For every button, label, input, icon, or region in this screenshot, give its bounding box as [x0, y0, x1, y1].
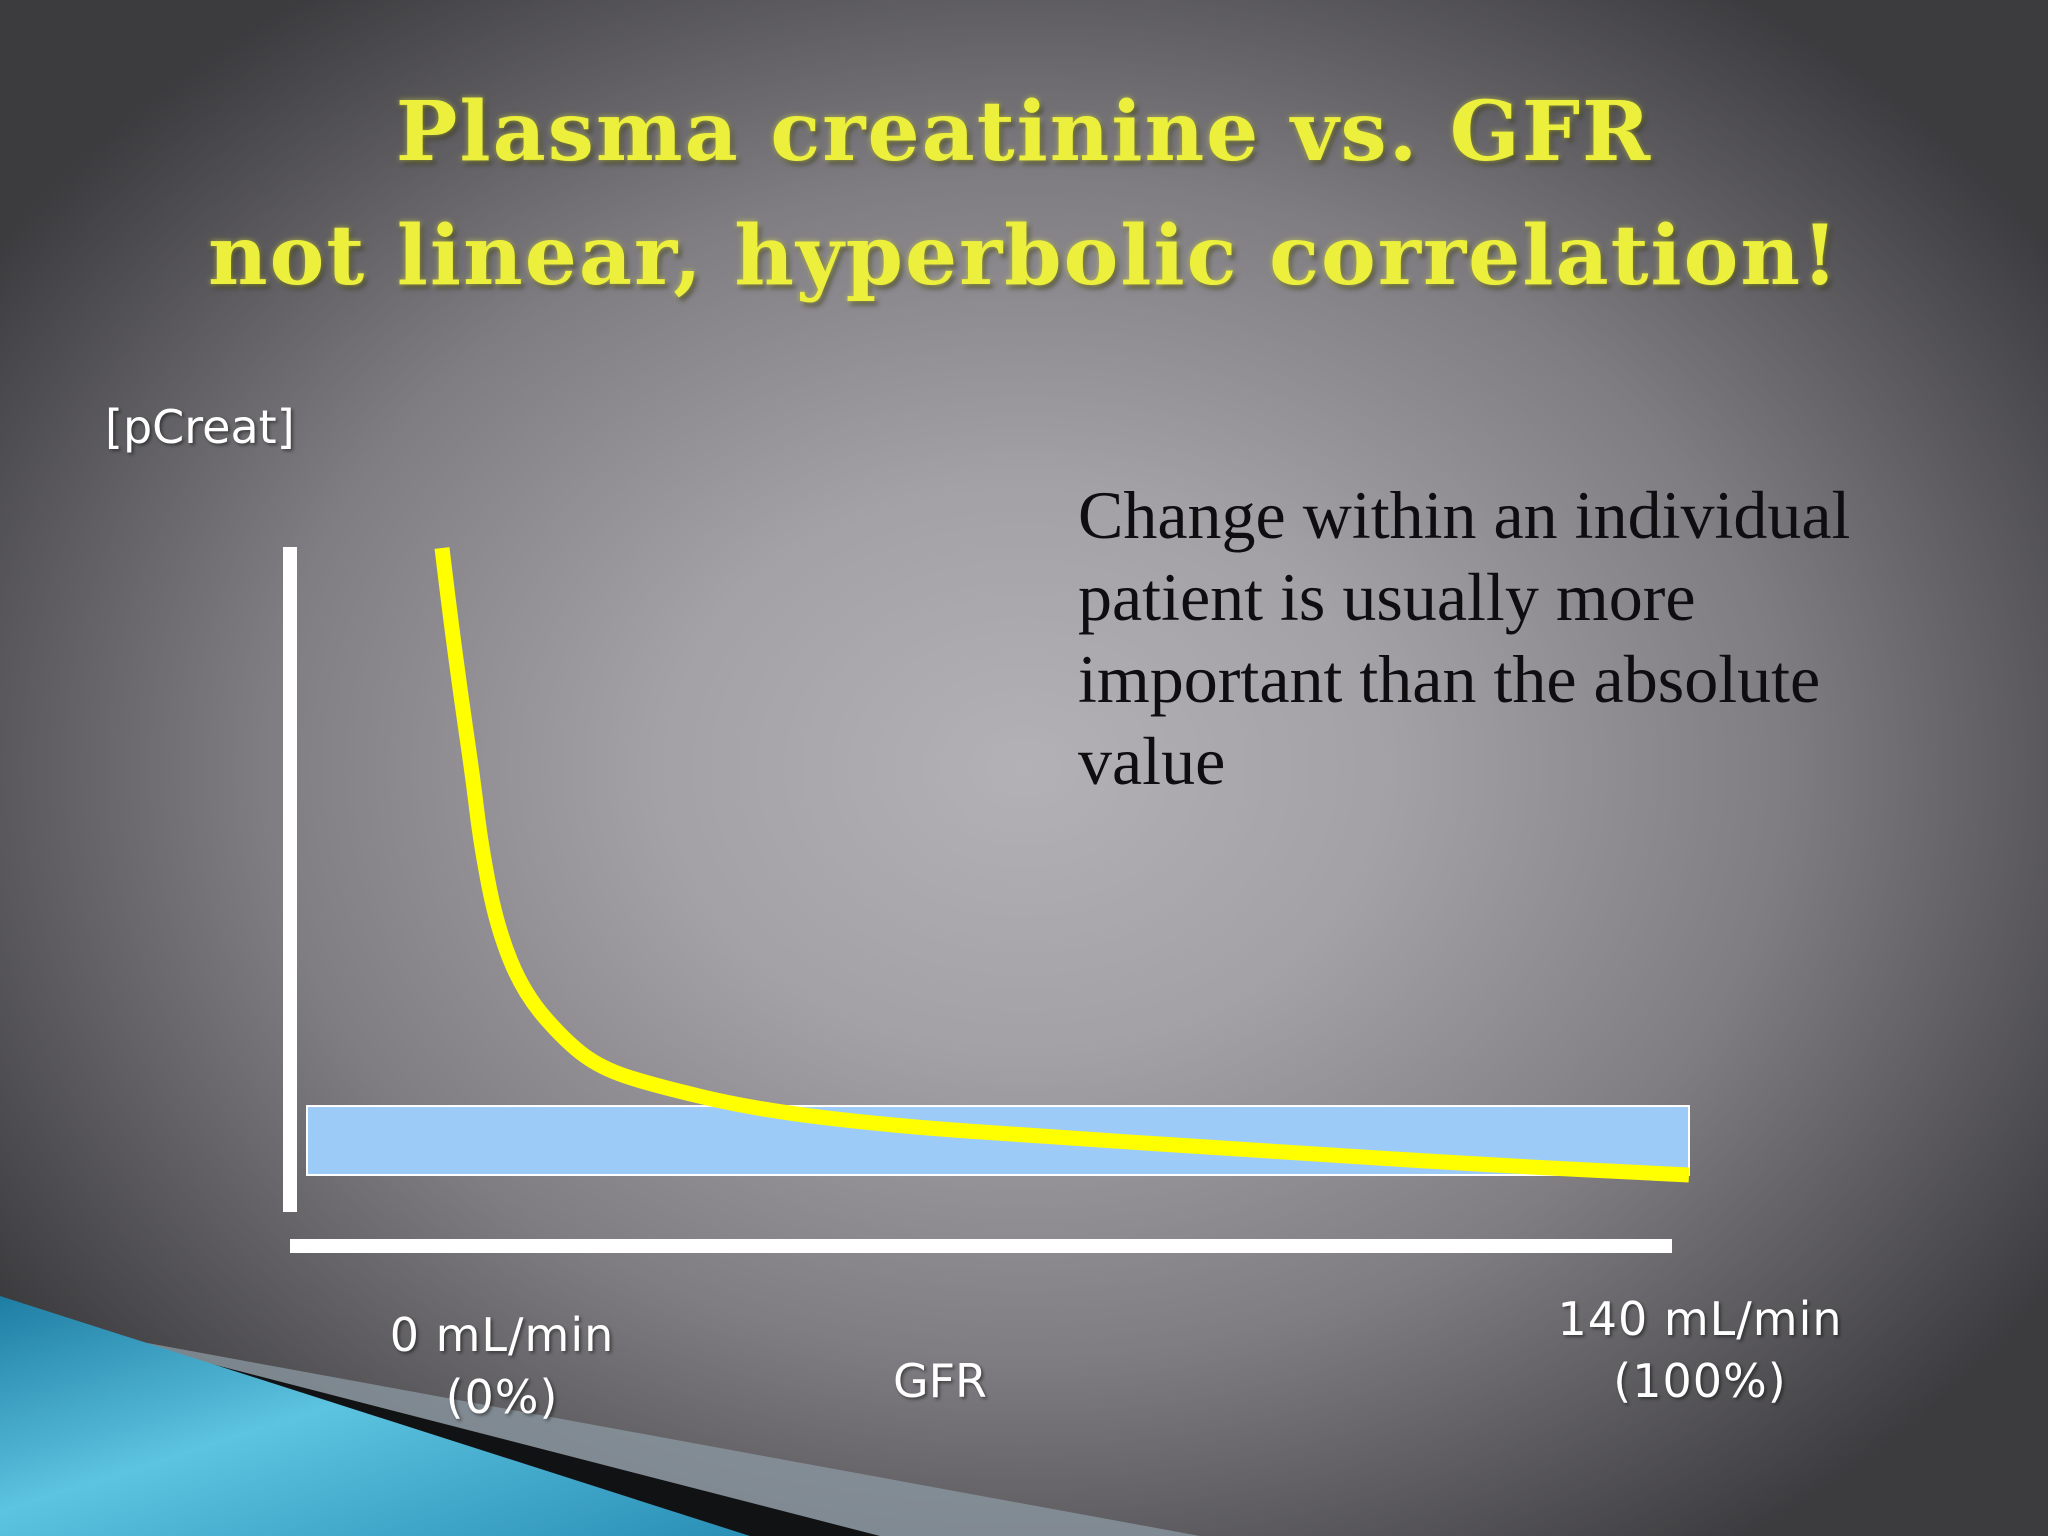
x-tick-max-percent: (100%)	[1613, 1354, 1787, 1408]
corner-grey-swoosh	[120, 1338, 1200, 1536]
slide-title-line1: Plasma creatinine vs. GFR	[395, 84, 1653, 180]
x-tick-min-percent: (0%)	[445, 1370, 559, 1424]
x-tick-max: 140 mL/min (100%)	[1530, 1288, 1870, 1412]
x-axis-label: GFR	[892, 1354, 988, 1408]
x-tick-min: 0 mL/min (0%)	[352, 1304, 652, 1428]
x-tick-max-value: 140 mL/min	[1557, 1292, 1843, 1346]
x-tick-min-value: 0 mL/min	[389, 1308, 615, 1362]
annotation-note: Change within an individual patient is u…	[1078, 477, 1851, 799]
slide-title-line2: not linear, hyperbolic correlation!	[208, 208, 1840, 304]
creatinine-curve-0	[434, 547, 1690, 1183]
y-axis-label: [pCreat]	[105, 400, 295, 454]
corner-blue-swoosh	[0, 1296, 750, 1536]
corner-black-swoosh	[60, 1325, 880, 1536]
